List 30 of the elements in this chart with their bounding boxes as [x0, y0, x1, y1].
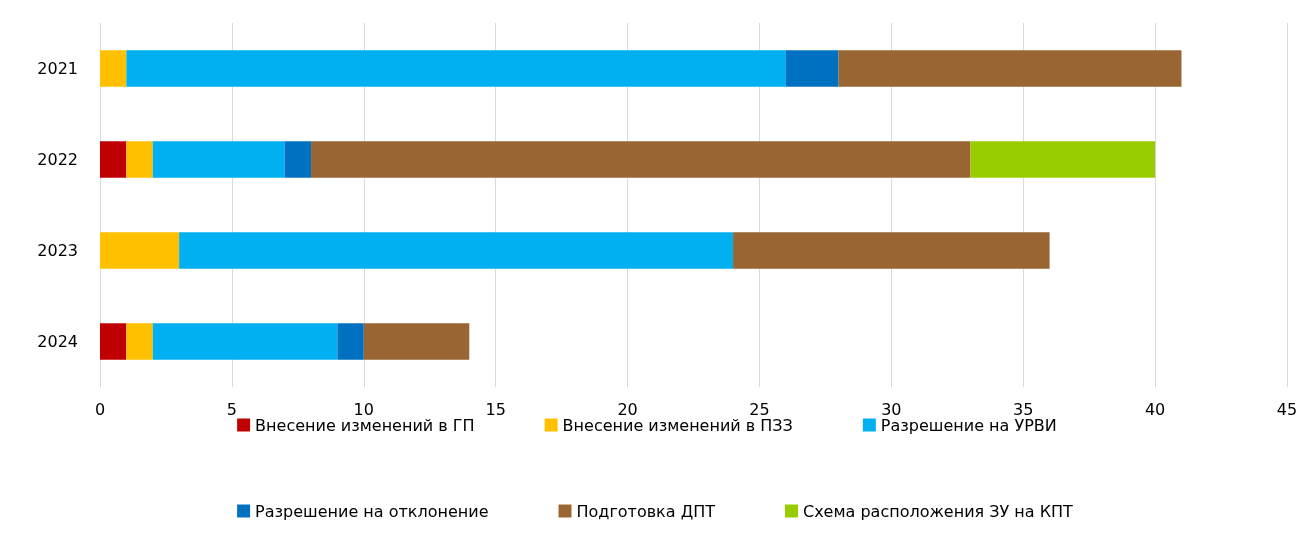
x-tick-label: 40: [1144, 399, 1166, 419]
bar: [152, 141, 285, 178]
x-tick-label: 45: [1276, 399, 1298, 419]
bar: [785, 50, 839, 87]
legend-label: Подготовка ДПТ: [576, 501, 716, 521]
y-tick-label: 2023: [37, 241, 78, 260]
bar: [363, 323, 470, 360]
x-tick-label: 15: [485, 399, 506, 419]
bar: [152, 323, 338, 360]
bar: [126, 323, 153, 360]
y-tick-label: 2024: [37, 332, 78, 351]
legend-label: Разрешение на отклонение: [255, 501, 489, 521]
bar: [179, 232, 734, 269]
bar: [970, 141, 1156, 178]
y-tick-label: 2021: [37, 59, 78, 78]
bar: [100, 232, 180, 269]
bar: [100, 323, 127, 360]
x-tick-label: 0: [94, 399, 106, 419]
bar: [733, 232, 1050, 269]
bar: [337, 323, 364, 360]
bar: [311, 141, 971, 178]
bar: [838, 50, 1182, 87]
bar: [284, 141, 312, 178]
legend-label: Схема расположения ЗУ на КПТ: [802, 501, 1074, 521]
y-tick-label: 2022: [37, 150, 78, 169]
bar: [126, 50, 786, 87]
bar: [100, 141, 127, 178]
bar: [100, 50, 127, 87]
x-tick-label: 5: [226, 399, 237, 419]
bar: [126, 141, 153, 178]
